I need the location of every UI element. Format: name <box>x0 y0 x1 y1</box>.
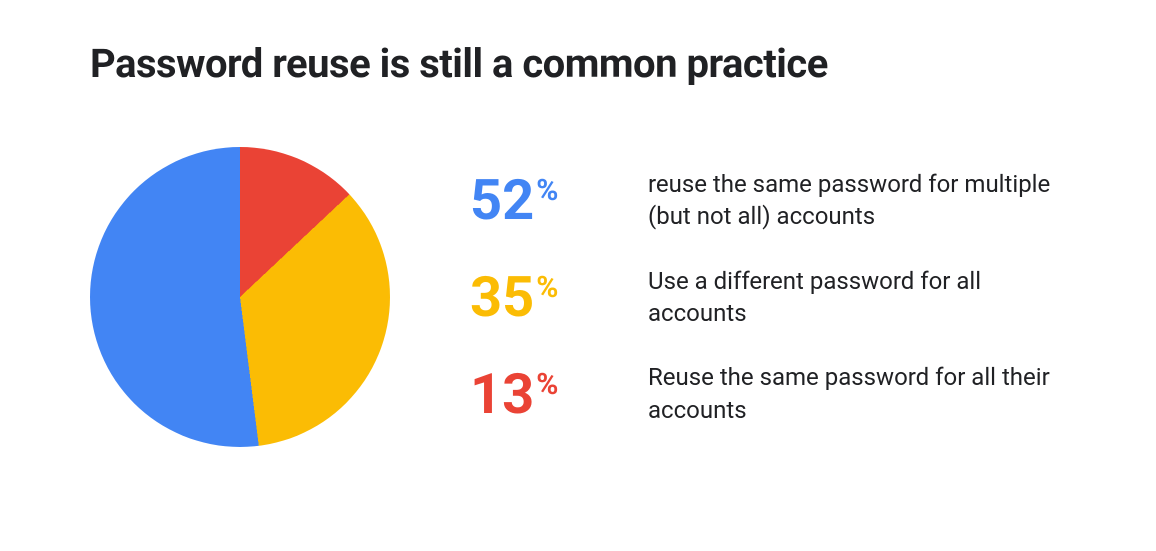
legend-percent: 35 % <box>470 269 620 325</box>
percent-icon: % <box>536 176 558 206</box>
content-row: 52 % reuse the same password for multipl… <box>90 147 1066 447</box>
pie-chart <box>90 147 390 447</box>
legend-description: Reuse the same password for all their ac… <box>648 361 1066 426</box>
legend: 52 % reuse the same password for multipl… <box>470 168 1066 426</box>
legend-percent-value: 52 <box>470 172 534 228</box>
legend-percent-value: 35 <box>470 269 534 325</box>
legend-description: Use a different password for all account… <box>648 265 1066 330</box>
legend-percent: 13 % <box>470 366 620 422</box>
page-title: Password reuse is still a common practic… <box>90 40 1066 87</box>
legend-item-different-all: 35 % Use a different password for all ac… <box>470 265 1066 330</box>
legend-percent: 52 % <box>470 172 620 228</box>
legend-description: reuse the same password for multiple (bu… <box>648 168 1066 233</box>
percent-icon: % <box>536 273 558 303</box>
pie-chart-container <box>90 147 390 447</box>
legend-item-reuse-all: 13 % Reuse the same password for all the… <box>470 361 1066 426</box>
percent-icon: % <box>536 370 558 400</box>
legend-item-reuse-multiple: 52 % reuse the same password for multipl… <box>470 168 1066 233</box>
legend-percent-value: 13 <box>470 366 534 422</box>
